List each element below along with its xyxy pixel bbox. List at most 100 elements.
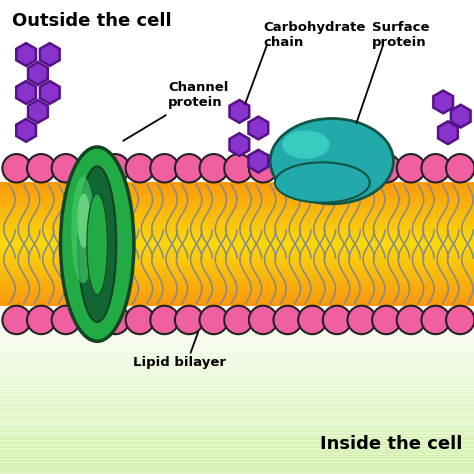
Bar: [0, 437, 474, 440]
Circle shape: [27, 154, 55, 182]
Bar: [0, 288, 474, 292]
Circle shape: [298, 306, 327, 334]
Polygon shape: [248, 150, 268, 173]
Ellipse shape: [71, 176, 95, 283]
Polygon shape: [433, 91, 453, 113]
Bar: [0, 196, 474, 199]
Text: Carbohydrate
chain: Carbohydrate chain: [263, 21, 365, 49]
Bar: [0, 233, 474, 236]
Circle shape: [323, 154, 351, 182]
Bar: [0, 379, 474, 383]
Bar: [0, 340, 474, 344]
Bar: [0, 235, 474, 238]
Bar: [0, 286, 474, 289]
Circle shape: [224, 154, 253, 182]
Bar: [0, 237, 474, 240]
Bar: [0, 382, 474, 385]
Bar: [0, 294, 474, 298]
Polygon shape: [451, 105, 471, 128]
Bar: [0, 241, 474, 244]
Bar: [0, 390, 474, 393]
Bar: [0, 400, 474, 404]
Bar: [0, 260, 474, 263]
Circle shape: [298, 154, 327, 182]
Circle shape: [126, 306, 154, 334]
Circle shape: [2, 154, 31, 182]
Bar: [0, 345, 474, 349]
Bar: [0, 332, 474, 336]
Circle shape: [52, 306, 80, 334]
Circle shape: [76, 154, 105, 182]
Bar: [0, 220, 474, 224]
Bar: [0, 447, 474, 450]
Bar: [0, 251, 474, 255]
Polygon shape: [229, 133, 249, 156]
Bar: [0, 247, 474, 250]
Polygon shape: [248, 117, 268, 139]
Bar: [0, 439, 474, 443]
Bar: [0, 463, 474, 466]
Circle shape: [273, 306, 302, 334]
Bar: [0, 204, 474, 207]
Bar: [0, 192, 474, 195]
Bar: [0, 460, 474, 464]
Text: Inside the cell: Inside the cell: [320, 435, 462, 453]
Bar: [0, 254, 474, 256]
Bar: [0, 186, 474, 189]
Bar: [0, 225, 474, 228]
Bar: [0, 387, 474, 391]
Bar: [0, 376, 474, 380]
Polygon shape: [28, 62, 48, 85]
Circle shape: [126, 154, 154, 182]
Bar: [0, 343, 474, 346]
Bar: [0, 303, 474, 306]
Circle shape: [372, 306, 401, 334]
Bar: [0, 262, 474, 264]
Bar: [0, 408, 474, 411]
Bar: [0, 282, 474, 285]
Bar: [0, 268, 474, 271]
Circle shape: [101, 154, 129, 182]
Bar: [0, 274, 474, 277]
Circle shape: [150, 154, 179, 182]
Bar: [0, 426, 474, 429]
Circle shape: [397, 154, 425, 182]
Bar: [0, 468, 474, 471]
Polygon shape: [16, 119, 36, 142]
Ellipse shape: [77, 193, 91, 247]
Bar: [0, 183, 474, 187]
Bar: [0, 210, 474, 213]
Bar: [0, 212, 474, 215]
Bar: [0, 200, 474, 203]
Bar: [0, 208, 474, 211]
Bar: [0, 428, 474, 432]
Bar: [0, 356, 474, 359]
Bar: [0, 202, 474, 205]
Bar: [0, 297, 474, 300]
Ellipse shape: [60, 147, 134, 341]
Bar: [0, 198, 474, 201]
Circle shape: [175, 306, 203, 334]
Bar: [0, 372, 474, 375]
Circle shape: [224, 306, 253, 334]
Bar: [0, 291, 474, 293]
Bar: [0, 317, 474, 320]
Bar: [0, 182, 474, 184]
Bar: [0, 419, 474, 422]
Circle shape: [27, 306, 55, 334]
Bar: [0, 353, 474, 357]
Bar: [0, 416, 474, 419]
Circle shape: [76, 306, 105, 334]
Bar: [0, 278, 474, 281]
Text: Outside the cell: Outside the cell: [12, 12, 172, 30]
Bar: [0, 348, 474, 352]
Polygon shape: [16, 81, 36, 104]
Bar: [0, 301, 474, 304]
Circle shape: [175, 154, 203, 182]
Bar: [0, 335, 474, 338]
Bar: [0, 284, 474, 287]
Bar: [0, 369, 474, 373]
Bar: [0, 188, 474, 191]
Bar: [0, 229, 474, 232]
Circle shape: [347, 306, 376, 334]
